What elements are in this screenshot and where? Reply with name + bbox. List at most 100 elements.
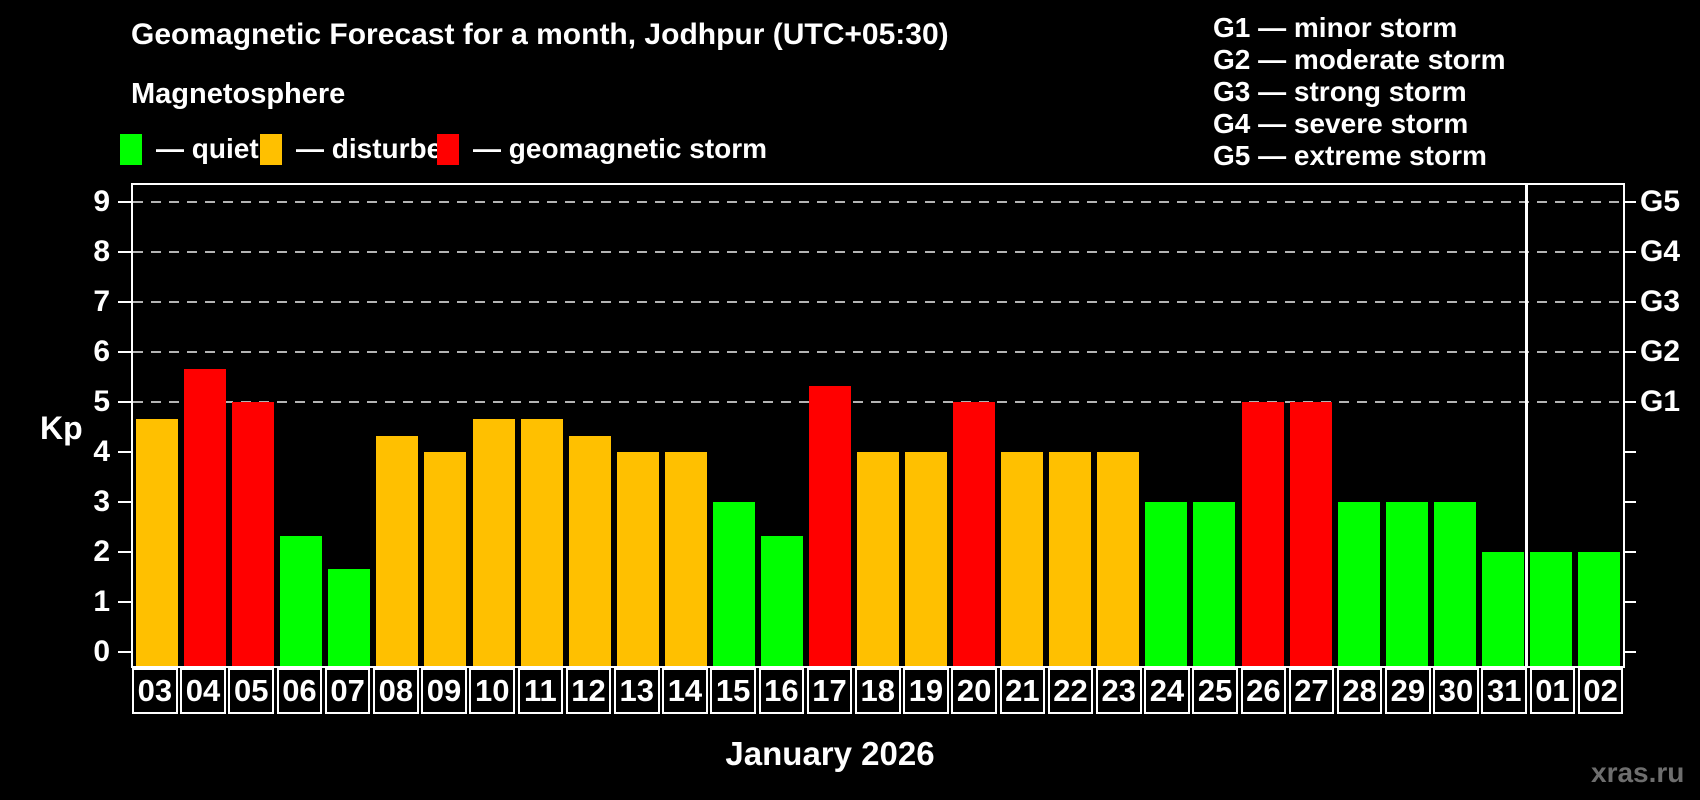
- month-separator: [1525, 185, 1529, 666]
- ytick-label-2: 2: [93, 535, 110, 568]
- bar-day-29: [1385, 502, 1428, 666]
- ytick-right-7: [1623, 301, 1636, 303]
- bar-day-21: [1001, 452, 1044, 666]
- ytick-label-8: 8: [93, 235, 110, 268]
- date-cell-04: 04: [180, 668, 226, 714]
- ytick-label-6: 6: [93, 335, 110, 368]
- bar-day-28: [1337, 502, 1380, 666]
- bar-day-04: [184, 368, 227, 666]
- x-axis-month-label: January 2026: [725, 735, 935, 772]
- ytick-left-0: [118, 651, 131, 653]
- bar-day-27: [1289, 402, 1332, 666]
- bar-day-20: [953, 402, 996, 666]
- legend-label-disturbed: — disturbed: [296, 133, 460, 164]
- bar-day-03: [136, 418, 179, 666]
- ytick-left-1: [118, 601, 131, 603]
- legend-item-disturbed: — disturbed: [260, 133, 459, 165]
- legend-item-quiet: — quiet: [120, 133, 259, 165]
- bar-day-19: [905, 452, 948, 666]
- legend-label-quiet: — quiet: [156, 133, 259, 164]
- date-cell-01: 01: [1529, 668, 1576, 714]
- right-axis-label-G5: G5: [1640, 185, 1681, 218]
- ytick-left-2: [118, 551, 131, 553]
- date-cell-05: 05: [228, 668, 275, 714]
- date-cell-17: 17: [806, 668, 853, 714]
- bar-day-26: [1241, 402, 1284, 666]
- ytick-label-4: 4: [93, 435, 110, 468]
- date-cell-27: 27: [1288, 668, 1335, 714]
- legend-item-storm: — geomagnetic storm: [437, 133, 767, 165]
- ytick-left-6: [118, 351, 131, 353]
- storm-scale-line-3: G3 — strong storm: [1213, 76, 1467, 107]
- bar-day-08: [376, 435, 419, 666]
- bar-day-02: [1577, 552, 1620, 666]
- ytick-label-3: 3: [93, 485, 110, 518]
- ytick-left-4: [118, 451, 131, 453]
- ytick-right-6: [1623, 351, 1636, 353]
- ytick-left-8: [118, 251, 131, 253]
- date-cell-29: 29: [1385, 668, 1431, 714]
- x-axis-date-row: 03 04 05 06 07 08 09 10 11 12 13 14 15 16 17 18 19 20 21 22…: [131, 668, 1625, 718]
- date-cell-24: 24: [1144, 668, 1190, 714]
- date-cell-26: 26: [1240, 668, 1287, 714]
- date-cell-31: 31: [1481, 668, 1528, 714]
- ytick-label-7: 7: [93, 285, 110, 318]
- date-cell-12: 12: [565, 668, 612, 714]
- date-cell-23: 23: [1095, 668, 1142, 714]
- legend-swatch-disturbed: [260, 133, 282, 165]
- ytick-left-9: [118, 201, 131, 203]
- page-title: Geomagnetic Forecast for a month, Jodhpu…: [131, 18, 949, 51]
- legend-label-storm: — geomagnetic storm: [473, 133, 768, 164]
- right-axis-label-G1: G1: [1640, 385, 1681, 418]
- date-cell-11: 11: [517, 668, 564, 714]
- y-axis-label: Kp: [40, 410, 83, 446]
- bar-day-06: [280, 535, 323, 666]
- bar-day-01: [1529, 552, 1572, 666]
- date-cell-06: 06: [276, 668, 323, 714]
- bar-day-11: [520, 418, 563, 666]
- bar-day-25: [1193, 502, 1236, 666]
- ytick-label-0: 0: [93, 635, 110, 668]
- storm-scale-legend: G1 — minor storm G2 — moderate storm G3 — …: [1213, 12, 1506, 172]
- storm-scale-line-4: G4 — severe storm: [1213, 108, 1469, 139]
- legend-swatch-storm: [437, 133, 459, 165]
- right-axis-label-G2: G2: [1640, 335, 1681, 368]
- date-cell-03: 03: [132, 668, 178, 714]
- legend-swatch-quiet: [120, 133, 142, 165]
- date-cell-08: 08: [373, 668, 419, 714]
- right-axis-label-G4: G4: [1640, 235, 1681, 268]
- ytick-left-5: [118, 401, 131, 403]
- date-cell-28: 28: [1336, 668, 1383, 714]
- bar-day-22: [1049, 452, 1092, 666]
- gridline-kp-7: [133, 301, 1623, 303]
- right-axis-label-G3: G3: [1640, 285, 1681, 318]
- storm-scale-line-2: G2 — moderate storm: [1213, 44, 1506, 75]
- date-cell-20: 20: [951, 668, 997, 714]
- ytick-right-9: [1623, 201, 1636, 203]
- date-cell-15: 15: [710, 668, 756, 714]
- ytick-right-0: [1623, 651, 1636, 653]
- date-cell-14: 14: [662, 668, 708, 714]
- gridline-kp-8: [133, 251, 1623, 253]
- date-cell-13: 13: [613, 668, 660, 714]
- plot-area: 0 1 2 3 4 5 6 7 8 9 G1 G2 G3 G4 G5: [93, 183, 1680, 668]
- date-cell-30: 30: [1433, 668, 1479, 714]
- watermark: xras.ru: [1591, 757, 1685, 788]
- bar-day-23: [1097, 452, 1140, 666]
- date-cell-19: 19: [903, 668, 949, 714]
- ytick-right-8: [1623, 251, 1636, 253]
- bar-day-18: [857, 452, 900, 666]
- ytick-label-5: 5: [93, 385, 110, 418]
- ytick-right-5: [1623, 401, 1636, 403]
- bar-day-05: [232, 402, 275, 666]
- ytick-right-1: [1623, 601, 1636, 603]
- bar-day-10: [472, 418, 515, 666]
- date-cell-22: 22: [1047, 668, 1094, 714]
- bar-day-15: [712, 502, 755, 666]
- date-cell-18: 18: [854, 668, 901, 714]
- date-cell-21: 21: [999, 668, 1046, 714]
- ytick-left-3: [118, 501, 131, 503]
- gridline-kp-6: [133, 351, 1623, 353]
- storm-scale-line-5: G5 — extreme storm: [1213, 140, 1487, 171]
- storm-scale-line-1: G1 — minor storm: [1213, 12, 1458, 43]
